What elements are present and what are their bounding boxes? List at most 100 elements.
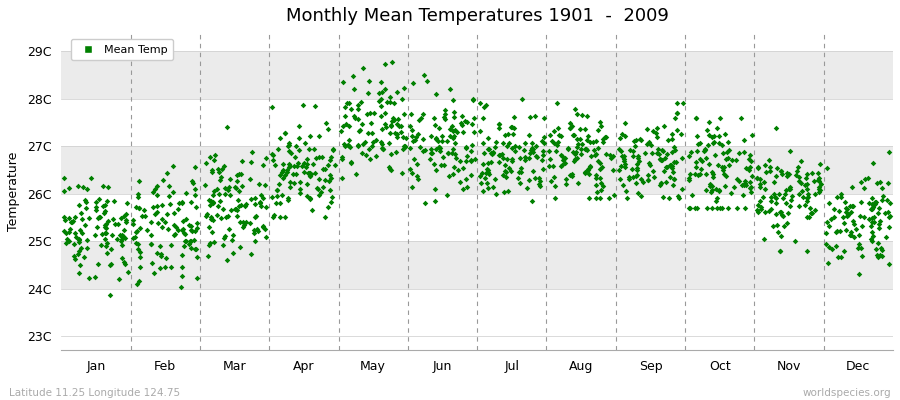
Point (542, 163, 556, 169)
Point (508, 143, 522, 149)
Point (791, 203, 806, 209)
Point (97, 210, 112, 217)
Point (293, 190, 308, 196)
Point (182, 222, 196, 228)
Point (644, 150, 659, 156)
Point (518, 157, 532, 164)
Point (536, 140, 551, 146)
Point (528, 112, 543, 119)
Point (522, 155, 536, 161)
Point (869, 180, 884, 186)
Point (879, 196, 894, 203)
Point (383, 167, 398, 173)
Point (432, 144, 446, 150)
Point (767, 178, 781, 185)
Point (878, 210, 892, 217)
Point (881, 208, 896, 215)
Point (508, 148, 523, 155)
Point (734, 182, 749, 188)
Point (875, 185, 889, 191)
Point (698, 147, 712, 154)
Point (68, 256, 82, 262)
Point (362, 146, 376, 152)
Point (666, 176, 680, 182)
Point (410, 161, 425, 167)
Point (464, 158, 478, 164)
Point (436, 114, 451, 120)
Point (140, 227, 155, 233)
Point (364, 143, 379, 150)
Point (314, 154, 328, 160)
Point (769, 125, 783, 131)
Point (440, 150, 454, 156)
Point (272, 181, 286, 188)
Point (266, 157, 280, 163)
Point (220, 124, 234, 130)
Point (651, 145, 665, 152)
Point (578, 146, 592, 152)
Point (682, 171, 697, 177)
Point (718, 173, 733, 179)
Point (221, 226, 236, 233)
Point (222, 176, 237, 182)
Point (126, 217, 140, 224)
Point (397, 143, 411, 150)
Point (716, 167, 731, 174)
Point (184, 223, 199, 229)
Point (284, 162, 298, 169)
Point (238, 203, 253, 209)
Point (626, 138, 641, 144)
Point (880, 180, 895, 186)
Point (152, 242, 166, 249)
Point (135, 213, 149, 220)
Point (867, 219, 881, 226)
Point (883, 213, 897, 220)
Point (581, 166, 596, 173)
Point (80, 185, 94, 192)
Point (175, 200, 189, 206)
Point (64, 219, 78, 226)
Point (795, 188, 809, 195)
Point (454, 122, 469, 128)
Point (229, 184, 243, 191)
Point (365, 130, 380, 136)
Point (118, 235, 132, 241)
Point (595, 164, 609, 170)
Point (58, 217, 72, 223)
Point (629, 180, 643, 187)
Point (382, 140, 397, 146)
Point (646, 168, 661, 174)
Point (58, 175, 72, 182)
Point (166, 231, 181, 238)
Point (546, 128, 561, 134)
Point (321, 126, 336, 132)
Point (184, 238, 198, 244)
Point (871, 254, 886, 260)
Point (642, 139, 656, 146)
Point (344, 160, 358, 166)
Point (94, 242, 108, 248)
Point (446, 171, 461, 177)
Point (671, 195, 686, 202)
Point (629, 172, 643, 179)
Point (254, 192, 268, 198)
Point (854, 198, 868, 205)
Point (405, 133, 419, 140)
Point (527, 174, 542, 181)
Point (603, 152, 617, 158)
Point (166, 162, 180, 169)
Point (114, 232, 129, 238)
Point (117, 261, 131, 267)
Point (187, 192, 202, 198)
Point (344, 158, 358, 165)
Point (486, 150, 500, 156)
Point (598, 134, 613, 140)
Point (318, 177, 332, 184)
Point (385, 118, 400, 124)
Point (62, 185, 77, 192)
Point (207, 239, 221, 246)
Point (205, 169, 220, 176)
Point (234, 171, 248, 177)
Point (301, 170, 315, 176)
Point (565, 148, 580, 155)
